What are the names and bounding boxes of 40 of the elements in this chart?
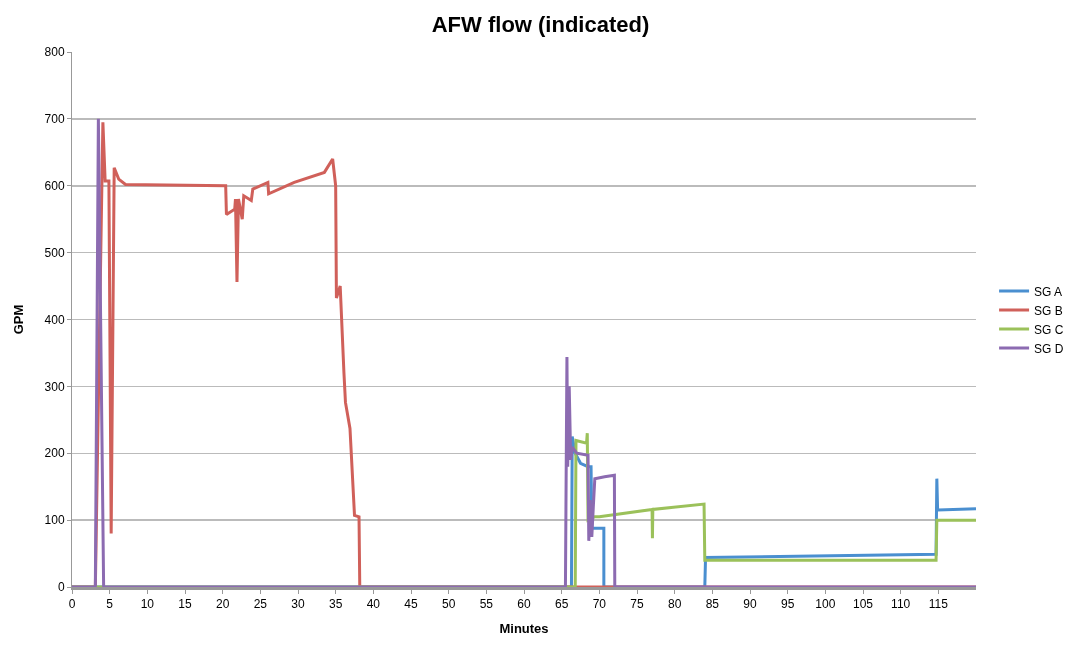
x-tick-label: 15 <box>178 597 192 612</box>
x-tick-label: 110 <box>891 597 911 612</box>
y-tick-label: 600 <box>44 178 65 193</box>
legend-label: SG A <box>1034 284 1063 299</box>
legend-label: SG C <box>1034 322 1064 337</box>
x-tick-label: 55 <box>479 597 494 612</box>
x-tick-label: 85 <box>705 597 720 612</box>
x-tick-label: 20 <box>215 597 230 612</box>
x-tick-label: 80 <box>667 597 682 612</box>
x-tick-label: 35 <box>328 597 343 612</box>
y-tick-label: 700 <box>44 112 65 127</box>
x-tick-label: 5 <box>106 597 114 612</box>
x-tick-label: 100 <box>815 597 836 612</box>
y-tick-label: 800 <box>44 45 65 60</box>
x-tick-label: 95 <box>780 597 795 612</box>
x-tick-label: 65 <box>554 597 569 612</box>
legend-label: SG D <box>1034 341 1064 356</box>
x-tick-label: 30 <box>291 597 305 612</box>
x-tick-label: 105 <box>852 597 874 612</box>
x-tick-label: 0 <box>68 597 76 612</box>
x-tick-label: 10 <box>140 597 155 612</box>
y-tick-label: 100 <box>44 513 65 528</box>
x-tick-label: 45 <box>404 597 418 612</box>
chart-title: AFW flow (indicated) <box>431 11 650 37</box>
x-tick-label: 60 <box>517 597 531 612</box>
x-tick-label: 90 <box>743 597 757 612</box>
x-tick-label: 50 <box>441 597 456 612</box>
y-tick-label: 300 <box>44 379 65 394</box>
x-tick-label: 115 <box>928 597 949 612</box>
x-tick-label: 75 <box>630 597 644 612</box>
y-tick-label: 0 <box>57 580 65 595</box>
y-tick-label: 400 <box>44 312 65 327</box>
x-tick-label: 40 <box>366 597 381 612</box>
y-axis-title: GPM <box>10 304 26 335</box>
x-axis-title: Minutes <box>499 621 549 636</box>
x-tick-label: 25 <box>253 597 268 612</box>
x-tick-label: 70 <box>592 597 607 612</box>
legend-label: SG B <box>1034 303 1063 318</box>
y-tick-label: 500 <box>44 245 65 260</box>
y-tick-label: 200 <box>44 446 65 461</box>
